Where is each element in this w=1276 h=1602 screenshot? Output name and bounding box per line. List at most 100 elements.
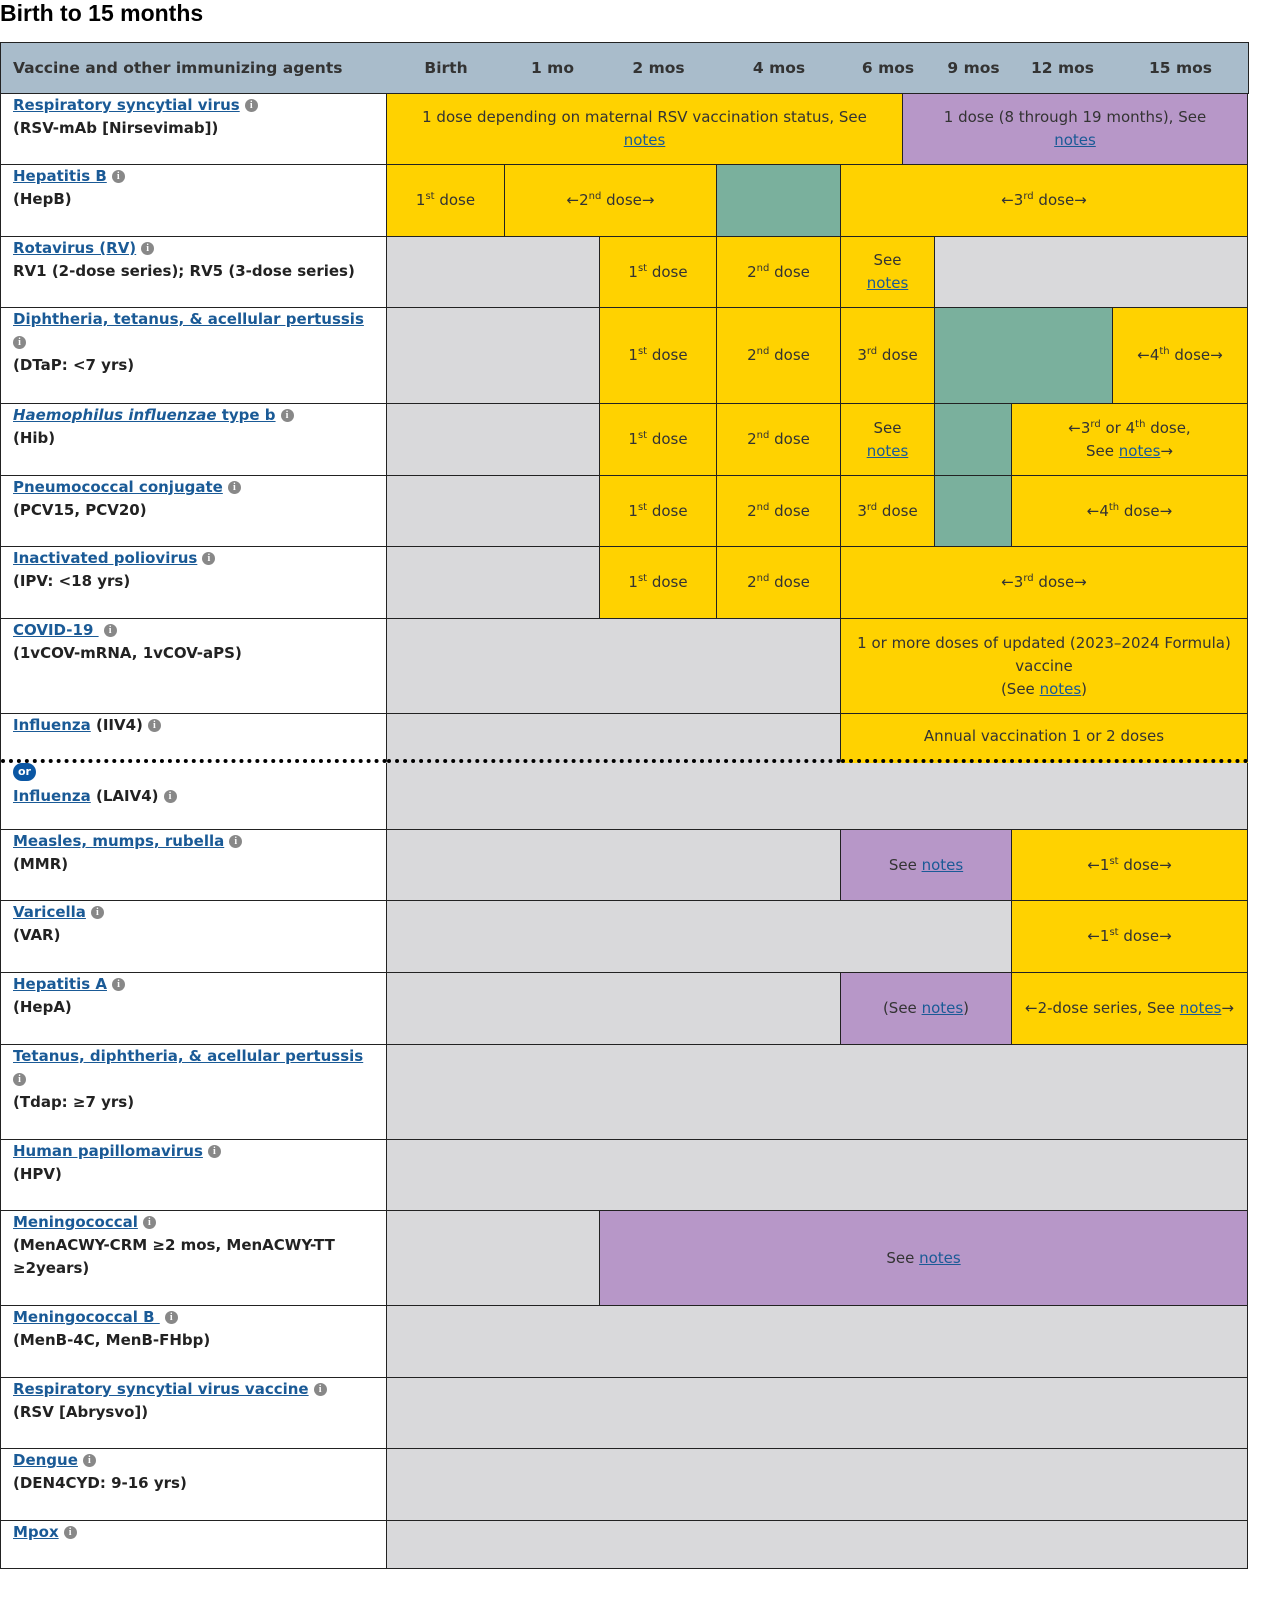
cell-text: Pneumococcal conjugate (13, 478, 223, 496)
vaccine-name-link[interactable]: Hepatitis A (13, 975, 107, 993)
vaccine-name-link[interactable]: Pneumococcal conjugate (13, 478, 223, 496)
info-icon[interactable]: i (103, 624, 117, 637)
info-icon[interactable]: i (229, 835, 243, 848)
cell-text: dose (877, 346, 918, 364)
info-icon[interactable]: i (147, 719, 161, 732)
schedule-cell-yellow: 1 or more doses of updated (2023–2024 Fo… (841, 619, 1248, 714)
table-row-tdap: Tetanus, diphtheria, & acellular pertuss… (1, 1045, 1249, 1140)
vaccine-abbrev: (VAR) (13, 926, 61, 944)
vaccine-name-line: Meningococcal B i (13, 1306, 178, 1329)
notes-link[interactable]: notes (866, 274, 909, 292)
notes-link[interactable]: notes (623, 131, 666, 149)
column-header-age: 6 mos (841, 43, 935, 94)
cell-text: Measles, mumps, rubella (13, 832, 225, 850)
notes-link[interactable]: notes (1039, 679, 1082, 698)
cell-text: See (886, 1248, 920, 1267)
vaccine-name-link[interactable]: Diphtheria, tetanus, & acellular pertuss… (13, 310, 364, 328)
vaccine-name-link[interactable]: Varicella (13, 903, 86, 921)
vaccine-abbrev: (MenACWY-CRM ≥2 mos, MenACWY-TT ≥2years) (13, 1236, 335, 1277)
info-icon[interactable]: i (141, 242, 155, 255)
vaccine-name-link[interactable]: Mpox (13, 1523, 59, 1541)
table-row-men: Meningococcal i (MenACWY-CRM ≥2 mos, MenAC… (1, 1211, 1249, 1306)
vaccine-name-link[interactable]: Dengue (13, 1451, 78, 1469)
notes-link[interactable]: notes (921, 855, 964, 874)
info-icon[interactable]: i (82, 1454, 96, 1467)
ordinal-suffix: nd (588, 191, 602, 202)
schedule-cell-gray (387, 1306, 1248, 1378)
vaccine-name-link[interactable]: Hepatitis B (13, 167, 107, 185)
vaccine-name-link[interactable]: Haemophilus influenzae type b (13, 406, 276, 424)
vaccine-name-link[interactable]: Respiratory syncytial virus (13, 96, 240, 114)
info-icon[interactable]: i (142, 1216, 156, 1229)
schedule-cell-yellow: 1 dose depending on maternal RSV vaccina… (387, 94, 903, 165)
info-icon[interactable]: i (163, 790, 177, 803)
schedule-cell-gray (387, 901, 1012, 973)
info-icon[interactable]: i (13, 336, 26, 349)
info-icon[interactable]: i (280, 409, 294, 422)
schedule-cell-green (717, 165, 841, 237)
info-icon[interactable]: i (63, 1526, 77, 1539)
vaccine-name-link[interactable]: Tetanus, diphtheria, & acellular pertuss… (13, 1047, 363, 1065)
vaccine-name-line: Measles, mumps, rubella i (13, 830, 243, 853)
info-icon[interactable]: i (111, 170, 125, 183)
notes-link[interactable]: notes (919, 1248, 961, 1267)
vaccine-name-link[interactable]: Rotavirus (RV) (13, 239, 136, 257)
table-row-rv: Rotavirus (RV) i RV1 (2-dose series); RV5 … (1, 237, 1249, 308)
vaccine-name-link[interactable]: Meningococcal B (13, 1308, 160, 1326)
table-row-hib: Haemophilus influenzae type b i (Hib) 1st d… (1, 404, 1249, 476)
vaccine-name-link[interactable]: Meningococcal (13, 1213, 138, 1231)
vaccine-name-link[interactable]: COVID-19 (13, 621, 99, 639)
vaccine-name-link[interactable]: Respiratory syncytial virus vaccine (13, 1380, 309, 1398)
cell-text: dose (769, 430, 810, 448)
vaccine-name-link[interactable]: Inactivated poliovirus (13, 549, 197, 567)
vaccine-name-line: Human papillomavirus i (13, 1140, 221, 1163)
vaccine-abbrev: (MMR) (13, 855, 69, 873)
schedule-cell-gray (935, 237, 1248, 308)
cell-text: dose (769, 262, 810, 281)
schedule-cell-gray (387, 1211, 600, 1306)
notes-link[interactable]: notes (1179, 999, 1222, 1017)
table-row-iiv4: Influenza (IIV4) i Annual vaccination 1 or… (1, 714, 1249, 763)
info-icon[interactable]: i (90, 906, 104, 919)
column-header-age: 15 mos (1113, 43, 1248, 94)
vaccine-name-cell: Diphtheria, tetanus, & acellular pertuss… (1, 308, 387, 404)
vaccine-name-link[interactable]: Human papillomavirus (13, 1142, 203, 1160)
info-icon[interactable]: i (202, 552, 216, 565)
table-row-dengue: Dengue i (DEN4CYD: 9-16 yrs) (1, 1449, 1249, 1521)
info-icon[interactable]: i (13, 1073, 26, 1086)
cell-text: dose→ (601, 191, 655, 209)
vaccine-name-link[interactable]: Influenza (13, 716, 91, 734)
vaccine-name-line: Meningococcal i (13, 1211, 156, 1234)
info-icon[interactable]: i (207, 1145, 221, 1158)
vaccine-abbrev: (DTaP: <7 yrs) (13, 356, 135, 374)
ordinal-suffix: rd (1023, 191, 1034, 202)
cell-text: Rotavirus (RV) (13, 239, 137, 257)
schedule-cell-gray (387, 1449, 1248, 1521)
info-icon[interactable]: i (164, 1311, 178, 1324)
notes-link[interactable]: notes (1054, 131, 1096, 149)
vaccine-name-link[interactable]: Measles, mumps, rubella (13, 832, 224, 850)
table-header: Vaccine and other immunizing agents Birth… (1, 43, 1249, 94)
schedule-cell-yellow: ←1st dose→ (1012, 901, 1248, 973)
vaccine-name-cell: Rotavirus (RV) i RV1 (2-dose series); RV5 … (1, 237, 387, 308)
info-icon[interactable]: i (111, 978, 125, 991)
vaccine-name-link[interactable]: Influenza (13, 787, 91, 805)
notes-link[interactable]: notes (921, 999, 964, 1017)
cell-text: (See (1000, 679, 1040, 698)
info-icon[interactable]: i (227, 481, 241, 494)
ordinal-suffix: st (1109, 855, 1119, 867)
cell-text: dose (647, 501, 688, 520)
info-icon[interactable]: i (244, 99, 258, 112)
table-row-pcv: Pneumococcal conjugate i (PCV15, PCV20) 1st… (1, 476, 1249, 547)
schedule-cell-purple: (See notes) (841, 973, 1012, 1045)
schedule-cell-green (935, 476, 1012, 547)
cell-text: → (1160, 441, 1173, 460)
notes-link[interactable]: notes (1118, 441, 1161, 460)
cell-text: type b (216, 406, 276, 424)
cell-text: ←2 (566, 191, 589, 209)
schedule-cell-yellow: 2nd dose (717, 476, 841, 547)
notes-link[interactable]: notes (866, 441, 909, 460)
cell-text: 1 (628, 501, 638, 520)
info-icon[interactable]: i (313, 1383, 327, 1396)
